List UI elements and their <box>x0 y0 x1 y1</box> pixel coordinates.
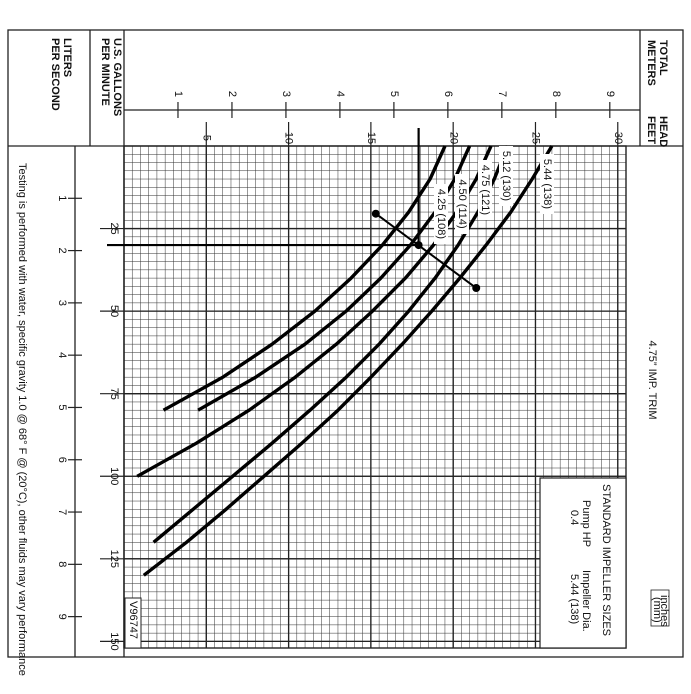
legend-header: Impeller Dia. <box>580 570 592 632</box>
x2-tick-label: 1 <box>56 195 68 201</box>
code-box <box>124 597 142 649</box>
marks: 5 10 15 20 25 301 2 3 4 5 6 7 8 925507510012515012345… <box>16 38 670 676</box>
x2-tick-label: 3 <box>56 300 68 306</box>
x-tick-label: 100 <box>108 467 120 485</box>
legend-box <box>539 477 627 649</box>
legend-header: Pump HP <box>580 500 592 547</box>
x2-label: PER SECOND <box>49 38 61 111</box>
chart-title: 4.75” IMP. TRIM <box>646 340 658 419</box>
y2-tick-label: 6 <box>442 91 454 97</box>
curve-label: 5.12 (130) <box>500 151 512 201</box>
y2-tick-label: 9 <box>604 91 616 97</box>
y2-tick-label: 3 <box>280 91 292 97</box>
x2-label: LITERS <box>61 38 73 77</box>
x2-tick-label: 9 <box>56 614 68 620</box>
y-label: FEET <box>645 116 657 144</box>
y2-tick-label: 5 <box>388 91 400 97</box>
y-tick-label: 5 <box>200 135 212 141</box>
x2-tick-label: 4 <box>56 352 68 358</box>
y-tick-label: 25 <box>530 132 542 144</box>
unit-note: inches <box>658 595 670 627</box>
y-tick-label: 20 <box>447 132 459 144</box>
system-line <box>375 212 477 289</box>
pump-curve <box>142 145 554 577</box>
x2-tick-label: 2 <box>56 248 68 254</box>
system-point <box>472 284 481 293</box>
operating-point <box>414 241 423 250</box>
x-tick-label: 150 <box>108 632 120 650</box>
x2-tick-label: 5 <box>56 404 68 410</box>
y-tick-label: 10 <box>283 132 295 144</box>
y-tick-label: 15 <box>365 132 377 144</box>
head-label: HEAD <box>657 116 669 147</box>
curve-label-bg <box>434 184 448 244</box>
x-tick-label: 25 <box>108 222 120 234</box>
curve-label-bg <box>478 160 492 220</box>
unit-note-box <box>650 589 670 627</box>
y2-tick-label: 7 <box>496 91 508 97</box>
curve-label-bg <box>540 154 554 214</box>
x-tick-label: 75 <box>108 388 120 400</box>
y2-tick-label: 2 <box>226 91 238 97</box>
legend-title: STANDARD IMPELLER SIZES <box>600 484 612 636</box>
code: V96747 <box>127 601 139 639</box>
y2-tick-label: 1 <box>172 91 184 97</box>
pump-curve <box>197 145 472 412</box>
unit-note: (mm) <box>651 597 663 623</box>
x-label: U.S. GALLONS <box>111 38 123 116</box>
x-tick-label: 50 <box>108 305 120 317</box>
y2-tick-label: 4 <box>334 91 346 97</box>
pump-curve <box>152 145 510 544</box>
head-label: TOTAL <box>657 40 669 76</box>
curve-label: 4.25 (108) <box>435 189 447 239</box>
y-tick-label: 30 <box>612 132 624 144</box>
y2-tick-label: 8 <box>550 91 562 97</box>
legend-value: 5.44 (138) <box>568 574 580 624</box>
legend-value: 0.4 <box>568 510 580 525</box>
x2-tick-label: 8 <box>56 561 68 567</box>
curve-label-bg <box>455 174 469 234</box>
system-point <box>371 209 380 218</box>
curve-label: 4.75 (121) <box>479 165 491 215</box>
pump-curve <box>162 145 447 412</box>
x2-tick-label: 6 <box>56 457 68 463</box>
x-tick-label: 125 <box>108 550 120 568</box>
x-label: PER MINUTE <box>99 38 111 106</box>
curve-label: 4.50 (114) <box>456 179 468 228</box>
curve-label-bg <box>499 146 513 206</box>
y2-label: METERS <box>645 40 657 86</box>
curve-label: 5.44 (138) <box>541 159 553 209</box>
x2-tick-label: 7 <box>56 509 68 515</box>
outer-frame <box>7 29 684 658</box>
footnote: Testing is performed with water, specifi… <box>16 163 28 676</box>
